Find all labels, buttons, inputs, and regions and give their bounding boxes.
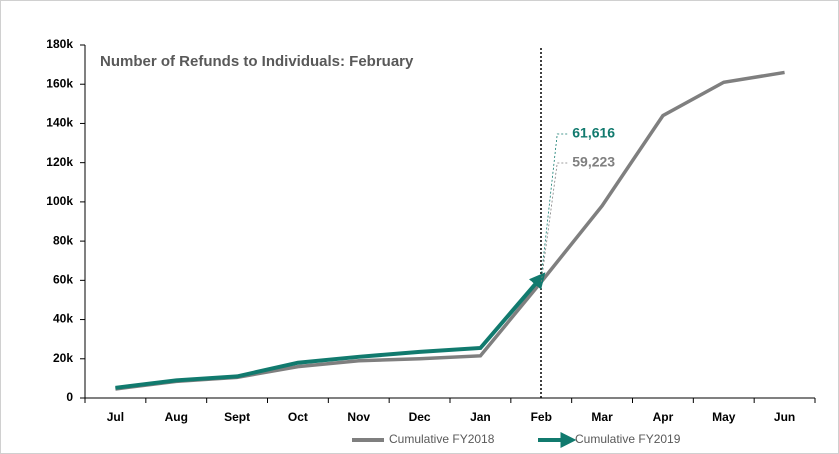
x-tick-label: Jan	[470, 410, 491, 424]
value-label: 59,223	[572, 154, 615, 170]
x-tick-label: Oct	[288, 410, 308, 424]
x-tick-label: Feb	[531, 410, 552, 424]
x-tick-label: Mar	[591, 410, 613, 424]
y-tick-label: 100k	[46, 194, 73, 208]
x-tick-label: May	[712, 410, 736, 424]
series-line	[115, 272, 546, 390]
x-tick-label: Apr	[653, 410, 674, 424]
x-tick-label: Nov	[347, 410, 370, 424]
y-tick-label: 20k	[53, 351, 73, 365]
chart-title: Number of Refunds to Individuals: Februa…	[100, 53, 414, 70]
y-tick-label: 0	[66, 390, 73, 404]
y-tick-label: 120k	[46, 155, 73, 169]
x-tick-label: Jun	[774, 410, 795, 424]
y-tick-label: 160k	[46, 76, 73, 90]
leader-line	[540, 133, 568, 278]
x-tick-label: Dec	[409, 410, 431, 424]
y-tick-label: 140k	[46, 116, 73, 130]
x-tick-label: Sept	[224, 410, 250, 424]
y-tick-label: 60k	[53, 273, 73, 287]
x-tick-label: Jul	[107, 410, 124, 424]
x-tick-label: Aug	[165, 410, 188, 424]
y-tick-label: 80k	[53, 233, 73, 247]
y-tick-label: 40k	[53, 312, 73, 326]
y-tick-label: 180k	[46, 37, 73, 51]
legend-label: Cumulative FY2019	[575, 432, 681, 446]
value-label: 61,616	[572, 125, 615, 141]
legend-label: Cumulative FY2018	[389, 432, 495, 446]
